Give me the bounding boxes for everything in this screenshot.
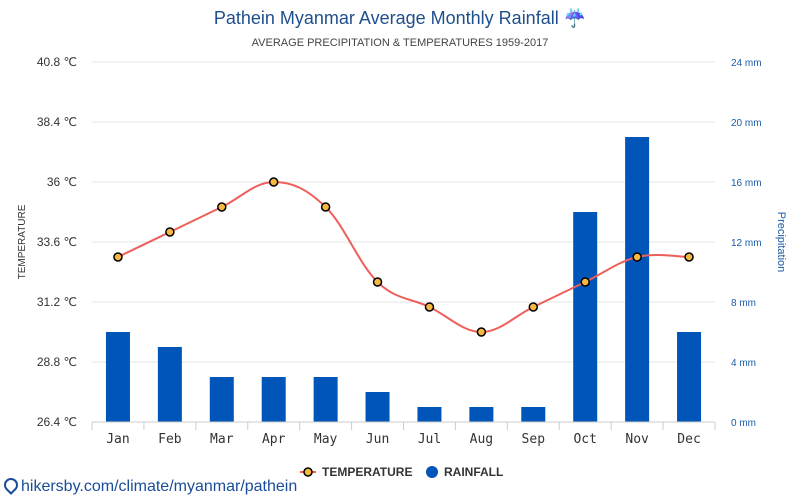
y-left-tick-label: 33.6 ℃: [37, 235, 77, 249]
rainfall-bar: [313, 377, 338, 422]
rainfall-bar: [105, 332, 130, 422]
rainfall-bar: [469, 407, 494, 422]
x-tick-label: Oct: [573, 432, 596, 447]
grid: [92, 61, 715, 423]
rainfall-bar: [573, 212, 598, 422]
x-tick-label: Jul: [418, 432, 441, 447]
temperature-point: [476, 327, 487, 337]
x-tick-label: Sep: [522, 432, 546, 447]
temperature-point: [217, 202, 227, 212]
rainfall-bar: [521, 407, 546, 422]
legend-marker-swatch: [303, 467, 313, 477]
rainfall-bar: [417, 407, 442, 422]
temperature-point: [580, 277, 590, 287]
y-right-tick-label: 0 mm: [731, 418, 756, 429]
legend-label-temperature: TEMPERATURE: [322, 465, 412, 479]
y-left-tick-label: 38.4 ℃: [37, 115, 77, 129]
x-tick-label: Nov: [625, 432, 649, 447]
x-tick-label: Aug: [470, 432, 493, 447]
x-tick-label: Dec: [677, 432, 700, 447]
legend-item-rainfall: RAINFALL: [426, 465, 503, 479]
rainfall-bar: [209, 377, 234, 422]
temperature-point: [684, 252, 694, 262]
x-tick-label: May: [314, 432, 338, 447]
rainfall-bar: [625, 137, 650, 422]
temperature-point: [113, 252, 123, 262]
temperature-point: [268, 177, 279, 187]
rainfall-bar: [261, 377, 286, 422]
y-axis-right-label: Precipitation: [775, 212, 787, 273]
temperature-point: [632, 252, 642, 262]
temperature-point: [372, 277, 383, 287]
x-tick-label: Feb: [158, 432, 182, 447]
y-right-tick-label: 12 mm: [731, 238, 762, 249]
y-left-tick-label: 36 ℃: [47, 175, 77, 189]
temperature-point: [165, 227, 175, 237]
y-right-tick-label: 8 mm: [731, 298, 756, 309]
legend-item-temperature: TEMPERATURE: [300, 465, 412, 479]
temperature-point: [424, 302, 435, 312]
temperature-line: [113, 177, 694, 337]
chart-title: Pathein Myanmar Average Monthly Rainfall…: [214, 7, 586, 28]
x-tick-label: Jun: [366, 432, 389, 447]
legend-bar-swatch: [426, 466, 438, 478]
y-left-tick-label: 31.2 ℃: [37, 295, 77, 309]
y-right-tick-label: 16 mm: [731, 178, 762, 189]
rainfall-bar: [677, 332, 702, 422]
legend-label-rainfall: RAINFALL: [444, 465, 503, 479]
rainfall-bars: [105, 137, 702, 422]
x-tick-label: Jan: [106, 432, 129, 447]
chart-subtitle: AVERAGE PRECIPITATION & TEMPERATURES 195…: [252, 37, 549, 49]
y-left-tick-label: 28.8 ℃: [37, 355, 77, 369]
legend[interactable]: TEMPERATURE RAINFALL: [300, 465, 503, 479]
y-axis-left-label: TEMPERATURE: [17, 204, 28, 279]
rainfall-bar: [365, 392, 390, 422]
x-tick-label: Apr: [262, 432, 286, 447]
location-pin-icon: [1, 475, 21, 495]
rainfall-bar: [157, 347, 182, 422]
y-left-tick-label: 26.4 ℃: [37, 415, 77, 429]
y-right-tick-label: 4 mm: [731, 358, 756, 369]
temperature-point: [528, 302, 539, 312]
y-left-tick-label: 40.8 ℃: [37, 55, 77, 69]
x-tick-label: Mar: [210, 432, 234, 447]
axes: 40.8 ℃ 24 mm 38.4 ℃ 20 mm 36 ℃ 16 mm 33.6 ℃ 12 …: [37, 55, 762, 447]
source-link[interactable]: hikersby.com/climate/myanmar/pathein: [1, 475, 298, 496]
temperature-curve: [117, 180, 690, 334]
y-right-tick-label: 24 mm: [731, 58, 762, 69]
temperature-point: [320, 202, 331, 212]
y-right-tick-label: 20 mm: [731, 118, 762, 129]
source-link-text: hikersby.com/climate/myanmar/pathein: [21, 478, 298, 495]
